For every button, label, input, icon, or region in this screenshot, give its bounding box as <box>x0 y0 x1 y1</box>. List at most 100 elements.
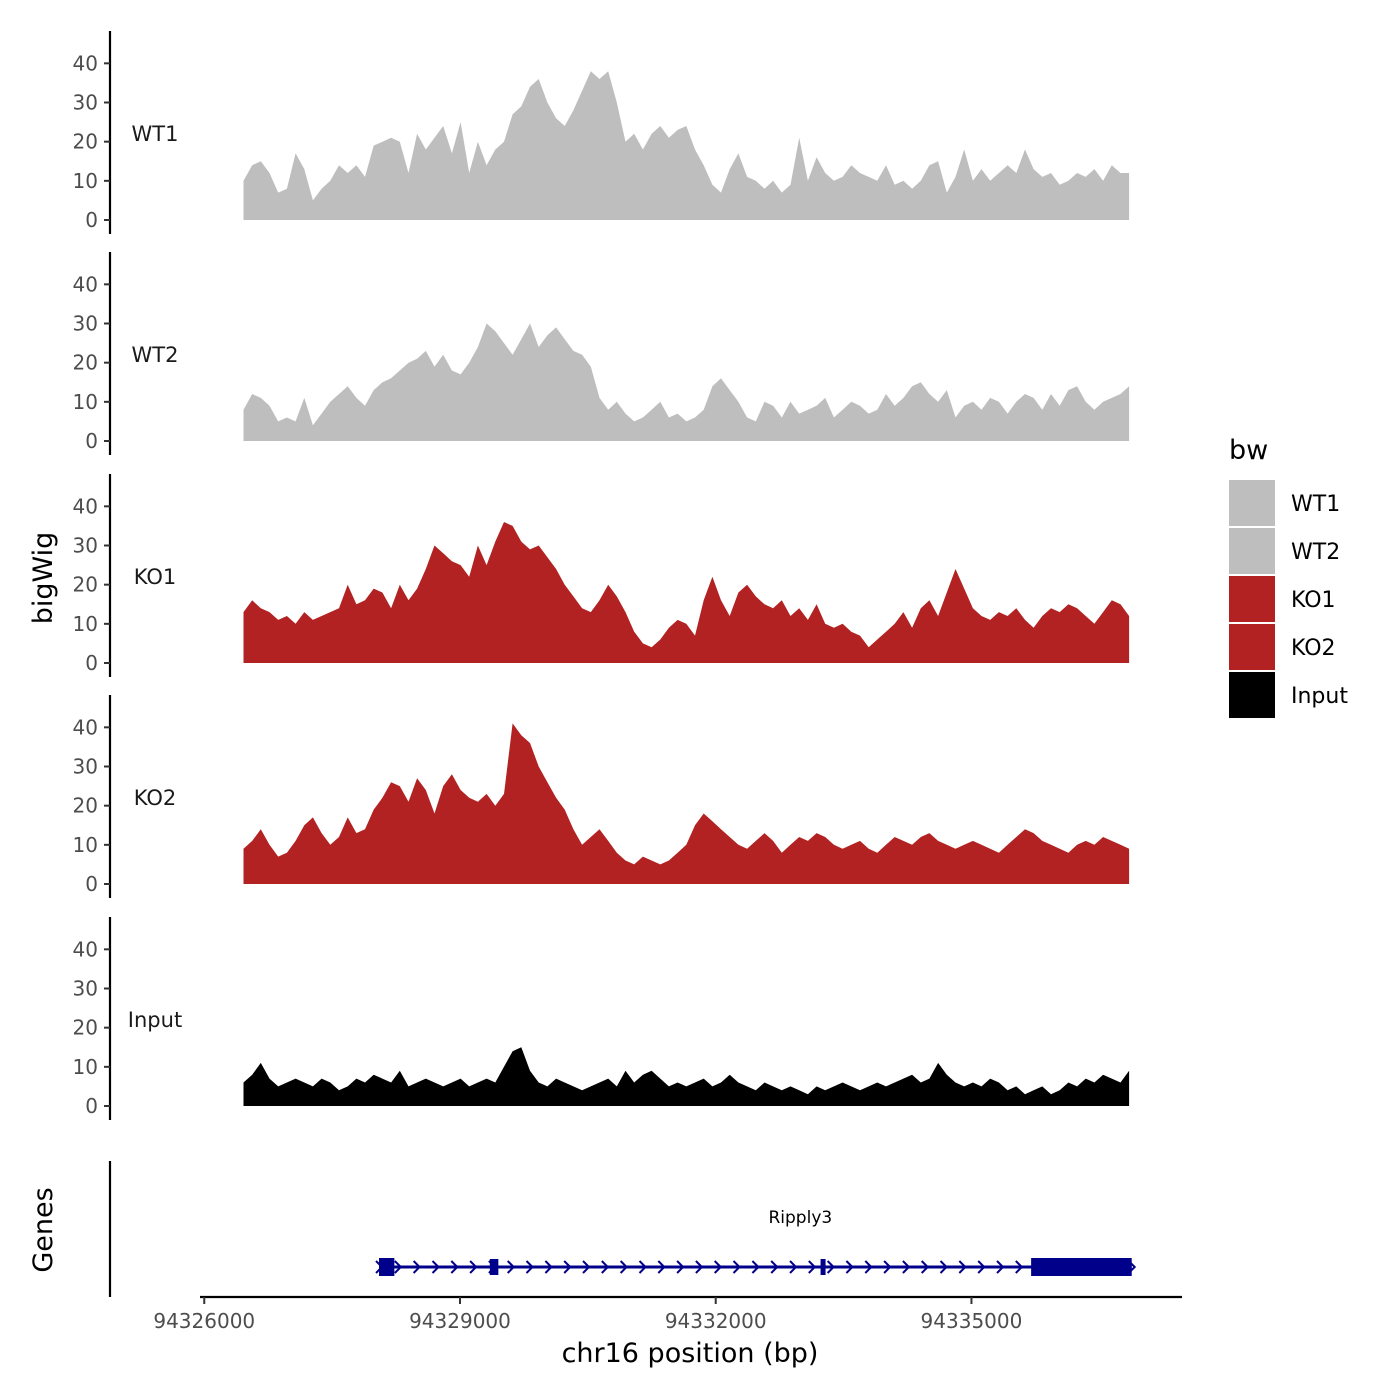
strand-arrow <box>713 1260 723 1274</box>
y-tick-label: 20 <box>73 130 98 154</box>
track-label: KO2 <box>134 786 177 810</box>
y-tick-label: 0 <box>85 651 98 675</box>
strand-arrow <box>431 1260 440 1274</box>
strand-arrow <box>601 1260 610 1274</box>
strand-arrow <box>450 1260 459 1274</box>
legend-label: WT1 <box>1291 492 1340 517</box>
strand-arrow <box>751 1260 760 1274</box>
y-tick-label: 30 <box>73 977 98 1001</box>
strand-arrow <box>789 1260 798 1274</box>
gene-exon <box>1031 1258 1132 1276</box>
x-tick-label: 94329000 <box>409 1309 511 1333</box>
legend-key-ko1 <box>1229 576 1275 622</box>
strand-arrow <box>525 1260 534 1274</box>
strand-arrow <box>883 1260 892 1274</box>
strand-arrow <box>864 1260 873 1274</box>
y-tick-label: 20 <box>73 351 98 375</box>
strand-arrow <box>845 1260 854 1274</box>
legend-title: bw <box>1229 435 1268 466</box>
strand-arrow <box>563 1260 572 1274</box>
y-tick-label: 40 <box>73 51 98 75</box>
y-tick-label: 0 <box>85 429 98 453</box>
y-tick-label: 0 <box>85 208 98 232</box>
strand-arrow <box>977 1260 986 1274</box>
track-wt2: 0 10 20 30 40 WT2 <box>73 252 1130 455</box>
strand-arrow <box>582 1260 591 1274</box>
legend: bw WT1 WT2 KO1 KO2 Input <box>1229 435 1348 718</box>
coverage-area-ko1 <box>243 522 1130 663</box>
coverage-area-wt1 <box>243 71 1130 220</box>
gene-exon <box>820 1259 826 1275</box>
legend-key-wt2 <box>1229 528 1275 574</box>
x-axis-title: chr16 position (bp) <box>562 1338 819 1369</box>
y-tick-label: 40 <box>73 937 98 961</box>
strand-arrow <box>920 1260 930 1274</box>
strand-arrow <box>902 1260 911 1274</box>
strand-arrow <box>469 1260 478 1274</box>
coverage-area-ko2 <box>243 723 1130 884</box>
strand-arrow <box>732 1260 741 1274</box>
x-tick-label: 94332000 <box>665 1309 767 1333</box>
strand-arrow <box>506 1260 516 1274</box>
y-tick-label: 30 <box>73 312 98 336</box>
y-tick-label: 10 <box>73 833 98 857</box>
strand-arrow <box>958 1260 967 1274</box>
y-tick-label: 10 <box>73 612 98 636</box>
track-label: WT1 <box>132 122 179 146</box>
y-tick-label: 40 <box>73 715 98 739</box>
track-label: Input <box>128 1008 182 1032</box>
strand-arrow <box>770 1260 779 1274</box>
coverage-area-wt2 <box>243 323 1130 441</box>
y-tick-label: 0 <box>85 1094 98 1118</box>
y-tick-label: 0 <box>85 872 98 896</box>
y-tick-label: 20 <box>73 794 98 818</box>
strand-arrow <box>544 1260 553 1274</box>
strand-arrow <box>996 1260 1005 1274</box>
legend-key-wt1 <box>1229 480 1275 526</box>
strand-arrow <box>695 1260 704 1274</box>
strand-arrow <box>619 1260 629 1274</box>
y-tick-label: 30 <box>73 755 98 779</box>
y-tick-label: 30 <box>73 534 98 558</box>
strand-arrow <box>676 1260 685 1274</box>
legend-label: Input <box>1291 684 1348 709</box>
legend-label: KO2 <box>1291 636 1336 661</box>
y-tick-label: 10 <box>73 169 98 193</box>
track-label: WT2 <box>132 343 179 367</box>
strand-arrow <box>1015 1260 1024 1274</box>
track-label: KO1 <box>134 565 177 589</box>
strand-arrow <box>394 1260 403 1274</box>
track-input: 0 10 20 30 40 Input <box>73 917 1130 1120</box>
coverage-area-input <box>243 1047 1130 1106</box>
genes-axis-title: Genes <box>28 1187 59 1272</box>
x-axis: 94326000 94329000 94332000 94335000 <box>153 1295 1182 1333</box>
y-tick-label: 30 <box>73 91 98 115</box>
track-ko2: 0 10 20 30 40 KO2 <box>73 695 1130 898</box>
strand-arrow <box>826 1260 836 1274</box>
strand-arrow <box>638 1260 647 1274</box>
bigwig-tracks: 0 10 20 30 40 WT1 0 10 20 30 40 WT2 0 10 20 30 40 KO1 0 10 2… <box>73 31 1130 1120</box>
y-tick-label: 20 <box>73 573 98 597</box>
legend-key-input <box>1229 672 1275 718</box>
x-tick-label: 94335000 <box>921 1309 1023 1333</box>
legend-key-ko2 <box>1229 624 1275 670</box>
y-tick-label: 10 <box>73 390 98 414</box>
strand-arrow <box>412 1260 422 1274</box>
y-tick-label: 40 <box>73 494 98 518</box>
gene-exon <box>379 1258 395 1276</box>
y-tick-label: 10 <box>73 1055 98 1079</box>
gene-panel: Ripply3 <box>108 1161 1137 1297</box>
legend-label: WT2 <box>1291 540 1340 565</box>
track-wt1: 0 10 20 30 40 WT1 <box>73 31 1130 234</box>
x-tick-label: 94326000 <box>153 1309 255 1333</box>
y-tick-label: 40 <box>73 272 98 296</box>
track-ko1: 0 10 20 30 40 KO1 <box>73 474 1130 677</box>
y-tick-label: 20 <box>73 1016 98 1040</box>
strand-arrow <box>939 1260 948 1274</box>
y-axis-title: bigWig <box>28 532 59 625</box>
gene-exon <box>489 1259 499 1275</box>
gene-name-label: Ripply3 <box>768 1208 832 1228</box>
legend-label: KO1 <box>1291 588 1336 613</box>
strand-arrow <box>657 1260 666 1274</box>
